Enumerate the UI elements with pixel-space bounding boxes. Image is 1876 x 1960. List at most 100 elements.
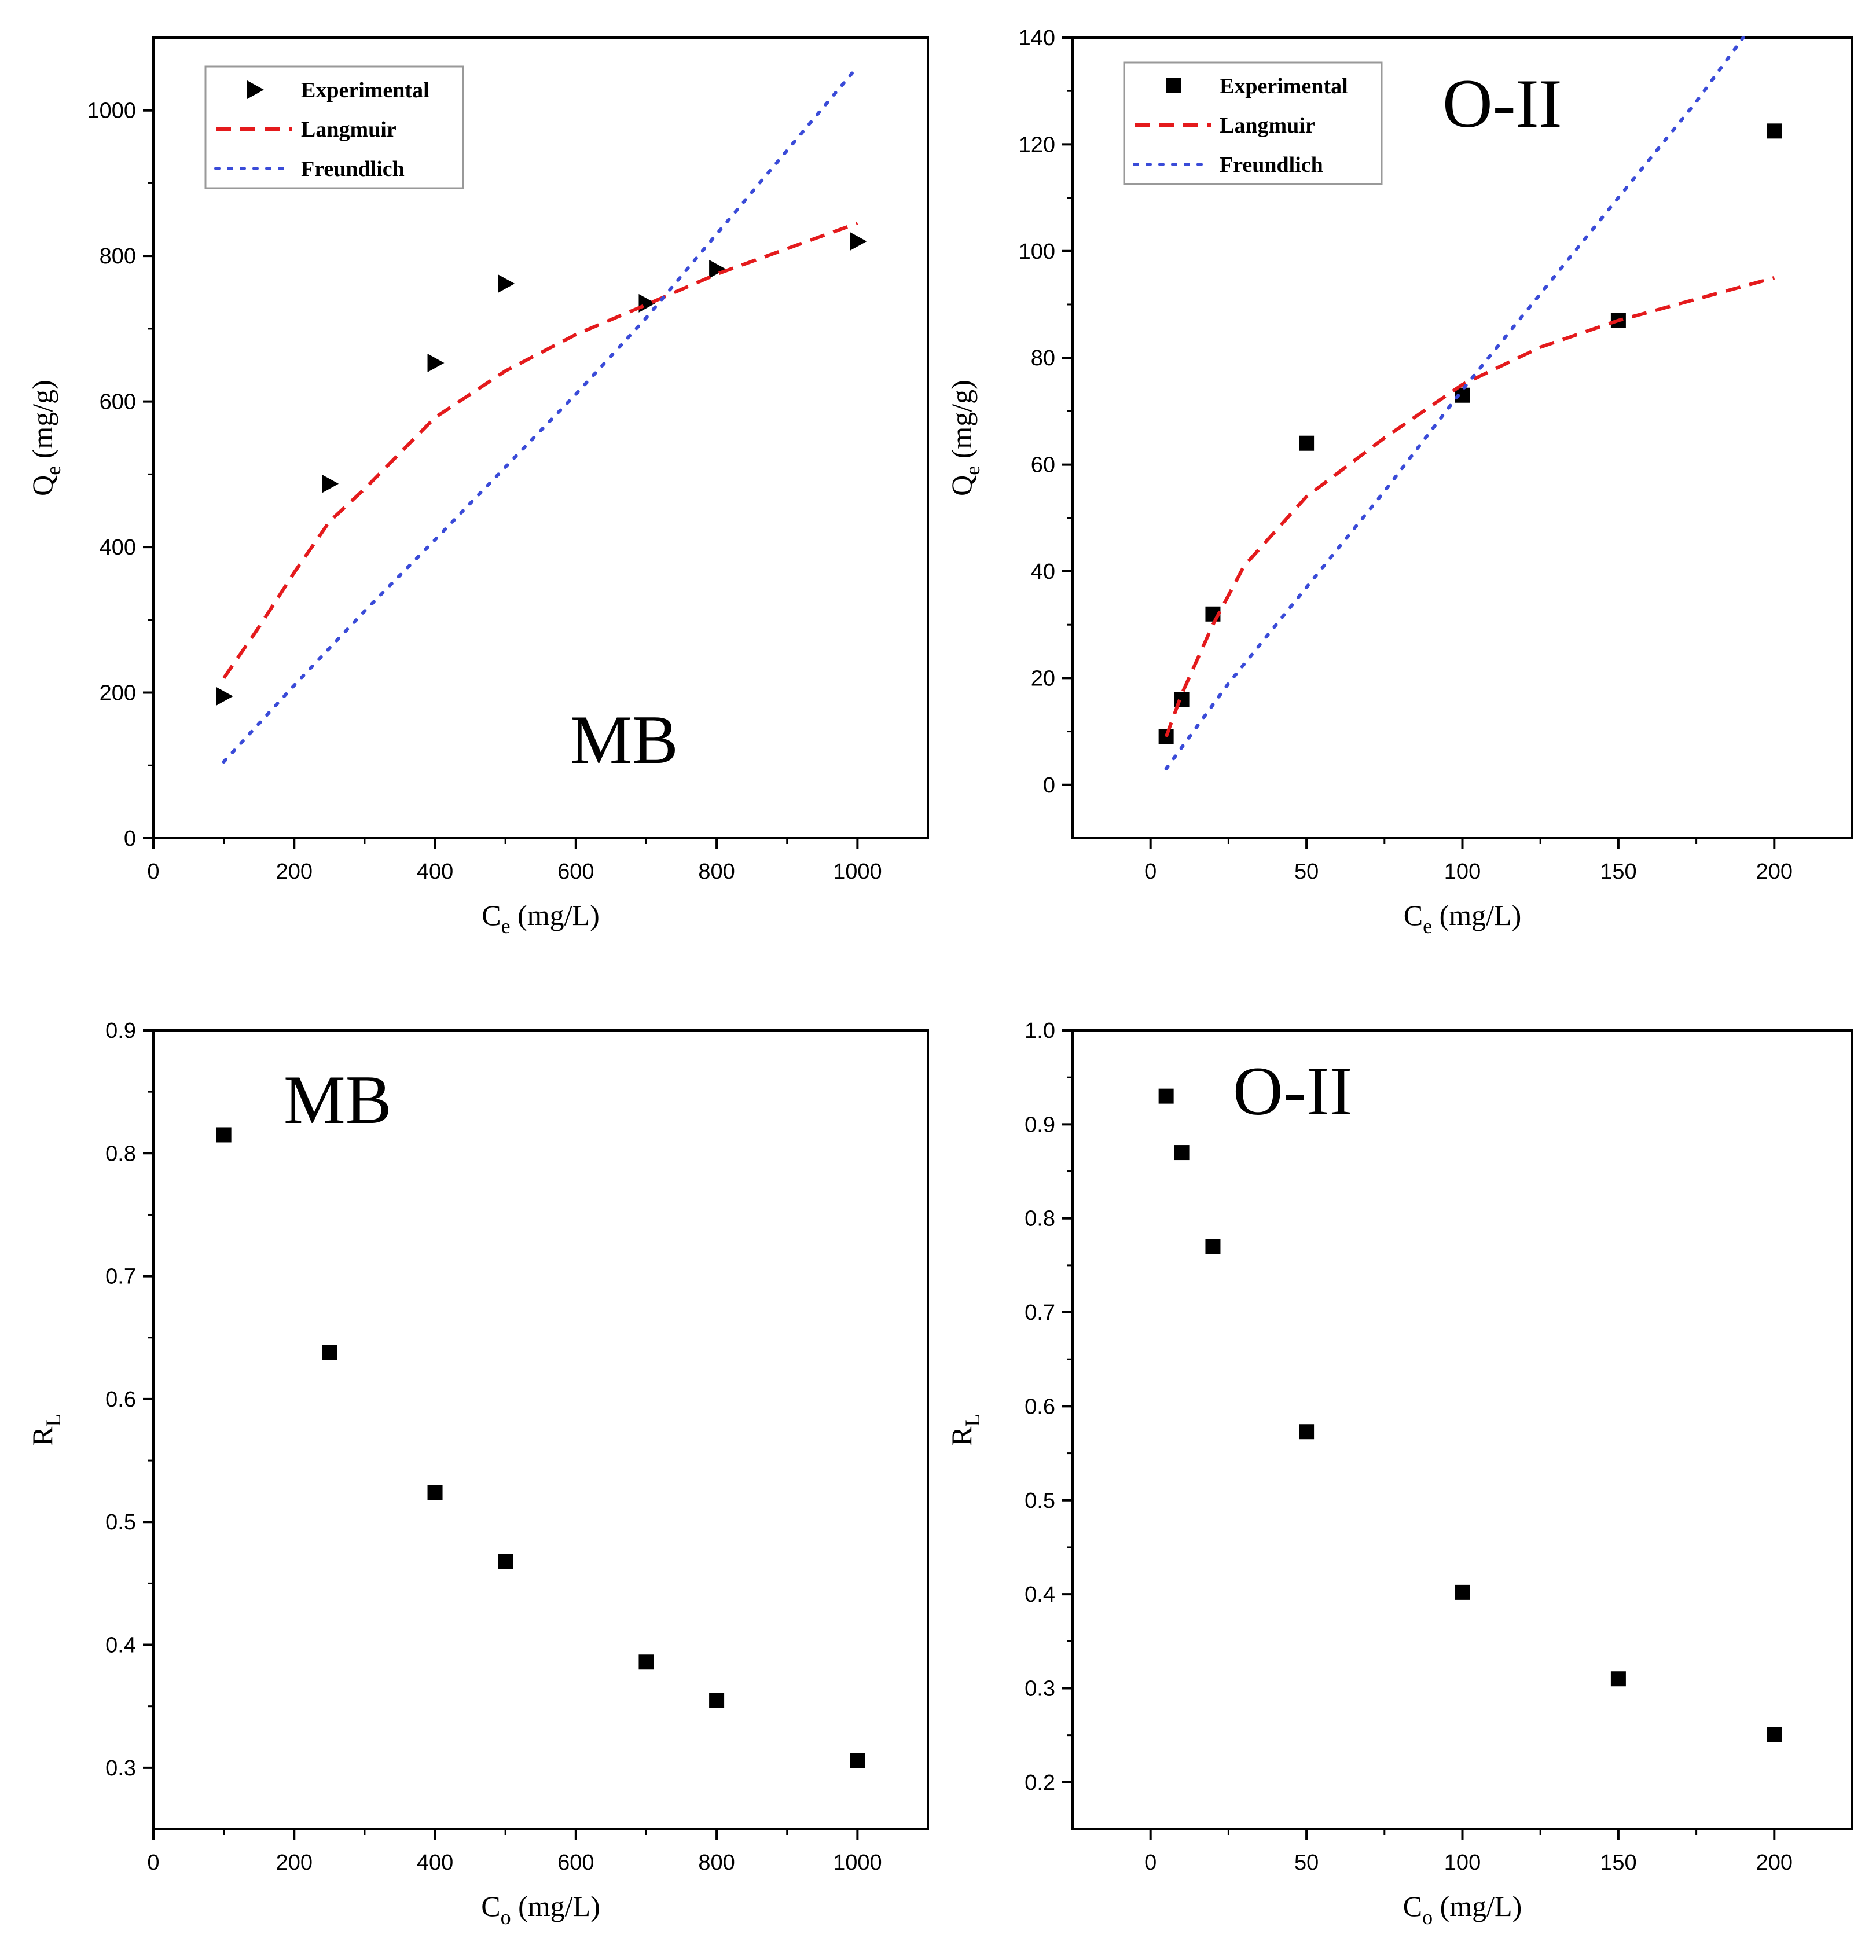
data-point [216,687,233,706]
x-axis-title-main: C [481,1890,500,1922]
legend-label: Freundlich [301,157,405,181]
y-tick-label: 0.4 [105,1634,136,1658]
y-tick-label: 0 [1043,773,1055,798]
y-tick-label: 0.3 [1025,1676,1055,1701]
x-axis-title-main: C [1403,1890,1422,1922]
y-tick-label: 0.4 [1025,1583,1055,1607]
x-tick-label: 200 [276,1851,313,1875]
chart-title: MB [284,1061,392,1138]
x-tick-label: 50 [1294,860,1319,884]
x-axis-title-unit: (mg/L) [511,1890,600,1922]
y-tick-label: 1.0 [1025,1019,1055,1043]
data-point [709,259,726,278]
x-tick-label: 200 [1756,1851,1793,1875]
x-axis-title: Co (mg/L) [1403,1890,1522,1929]
y-tick-label: 0.3 [105,1756,136,1781]
x-tick-label: 200 [1756,860,1793,884]
data-point [709,1693,725,1708]
x-axis-title-sub: o [1422,1906,1433,1929]
x-axis-title-sub: e [501,915,511,938]
y-tick-label: 600 [100,390,136,414]
y-axis-title: Qe (mg/g) [945,380,984,496]
data-point [427,354,445,373]
langmuir-fit-line [1164,276,1775,737]
x-tick-label: 0 [147,860,159,884]
y-tick-label: 200 [100,681,136,706]
data-point [216,1127,232,1143]
plot-frame [152,36,929,839]
data-point [1158,1088,1174,1104]
x-tick-label: 1000 [833,860,882,884]
x-tick-label: 1000 [833,1851,882,1875]
chart-mb-rl: 0 200 400 600 800 1000 0.3 0.4 0.5 0.6 0.7 0.8 0.9 Co… [26,1019,929,1929]
x-axis-title-unit: (mg/L) [1433,1890,1522,1922]
legend-label: Langmuir [301,118,397,142]
y-tick-label: 0.8 [105,1142,136,1166]
legend: Experimental Langmuir Freundlich [204,65,464,189]
data-point [1174,1145,1190,1161]
y-axis-title: RL [945,1414,984,1445]
data-point [1205,1239,1221,1254]
chart-oii-isotherm: 0 50 100 150 200 0 20 40 60 80 100 120 140 Ce (mg/L) Q… [945,26,1853,938]
data-point [498,274,515,293]
y-tick-label: 0.6 [105,1388,136,1412]
y-tick-label: 0 [124,827,136,851]
y-tick-label: 1000 [87,99,136,123]
chart-title: O-II [1442,65,1562,142]
x-tick-label: 200 [276,860,313,884]
y-axis-title-sub: e [42,466,65,475]
x-tick-label: 600 [557,1851,594,1875]
data-point [638,1654,654,1670]
y-axis-title-main: Q [26,475,58,496]
x-tick-label: 400 [417,860,453,884]
chart-title: O-II [1233,1052,1353,1129]
x-tick-label: 600 [557,860,594,884]
y-axis-title-sub: L [42,1414,65,1426]
y-tick-label: 800 [100,244,136,269]
data-point [850,1753,865,1768]
data-point [322,474,339,493]
freundlich-fit-line [222,65,860,764]
x-tick-label: 50 [1294,1851,1319,1875]
x-tick-label: 0 [147,1851,159,1875]
data-point [1299,435,1315,451]
x-tick-label: 150 [1600,860,1636,884]
data-point [1299,1424,1315,1440]
legend-marker [247,80,264,99]
legend-label: Freundlich [1220,153,1323,177]
y-axis-title-main: R [26,1426,58,1446]
y-tick-label: 0.5 [105,1510,136,1535]
chart-title: MB [570,701,678,778]
chart-oii-rl: 0 50 100 150 200 0.2 0.3 0.4 0.5 0.6 0.7 0.8 0.9 1.0 C… [945,1019,1853,1929]
y-tick-label: 100 [1019,240,1055,264]
x-tick-label: 100 [1444,860,1481,884]
y-axis-title-main: R [945,1426,978,1446]
x-tick-label: 800 [698,1851,735,1875]
legend-label: Langmuir [1220,113,1315,138]
x-tick-label: 0 [1144,860,1157,884]
x-axis-title: Co (mg/L) [481,1890,600,1929]
plot-frame [1071,1029,1853,1830]
y-tick-label: 0.7 [105,1265,136,1289]
x-axis-title: Ce (mg/L) [482,899,599,938]
x-axis-title-main: C [1404,899,1423,931]
legend: Experimental Langmuir Freundlich [1123,61,1383,185]
data-point [1455,1584,1470,1600]
x-tick-label: 100 [1444,1851,1481,1875]
legend-label: Experimental [1220,74,1348,98]
x-axis-title-main: C [482,899,501,931]
chart-mb-isotherm: 0 200 400 600 800 1000 0 200 400 600 800 1000 Ce (mg… [26,36,929,938]
x-axis-title-unit: (mg/L) [1432,899,1521,931]
y-tick-label: 140 [1019,26,1055,50]
y-axis-title-unit: (mg/g) [26,380,58,466]
y-tick-label: 40 [1031,560,1055,584]
y-tick-label: 0.6 [1025,1394,1055,1419]
data-point [850,232,867,251]
x-tick-label: 400 [417,1851,453,1875]
y-axis-title-sub: e [961,466,984,475]
data-point [322,1345,337,1360]
x-axis-title-sub: o [501,1906,511,1929]
plot-frame [152,1029,929,1830]
data-point [1610,1671,1626,1687]
y-tick-label: 60 [1031,453,1055,478]
